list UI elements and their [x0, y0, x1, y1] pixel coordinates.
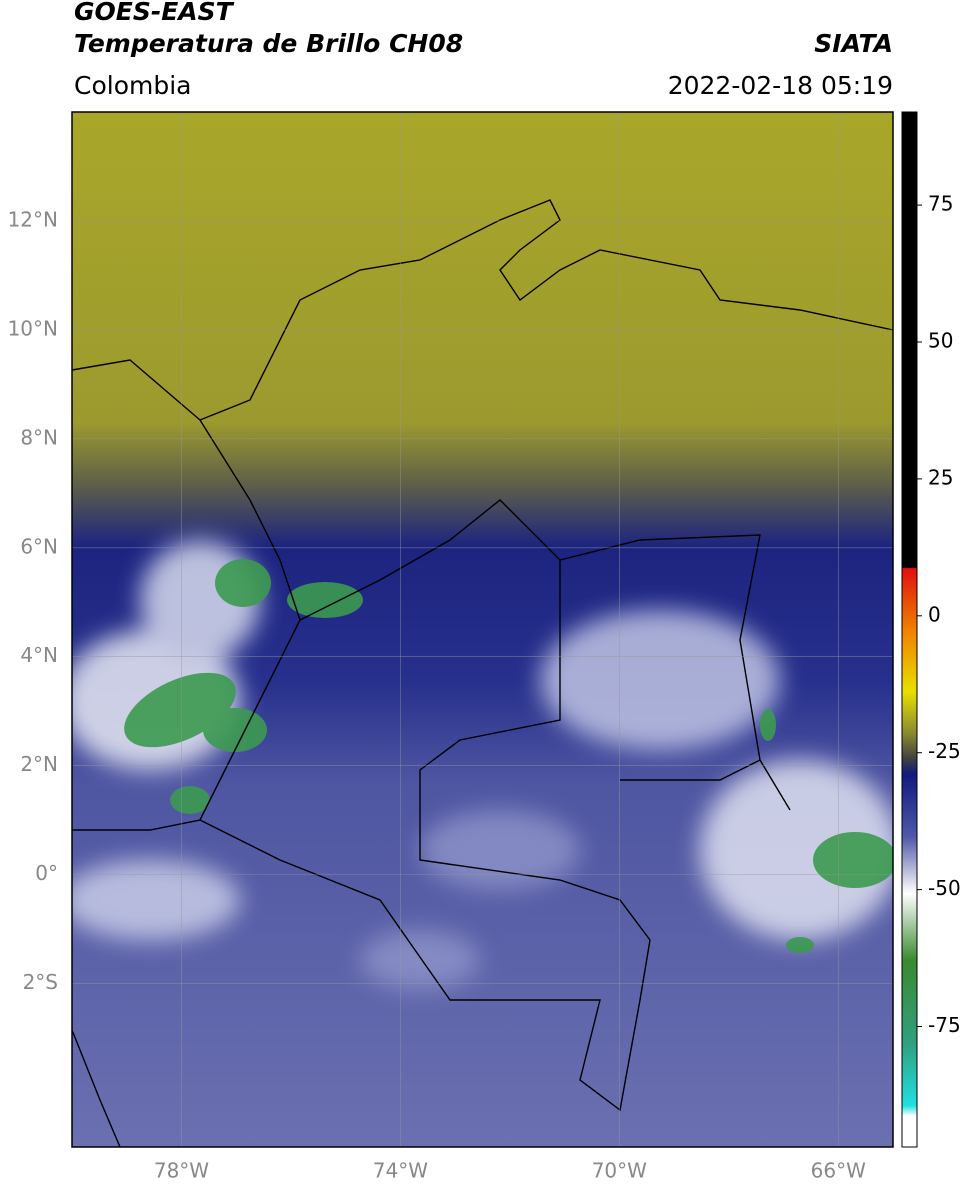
colorbar-tick-label: 25 [928, 465, 953, 489]
region: Colombia [74, 71, 191, 100]
satellite-image [72, 112, 893, 1147]
x-tick-label: 74°W [373, 1159, 428, 1183]
x-tick-label: 66°W [811, 1159, 866, 1183]
grid [72, 112, 893, 1147]
colorbar-tick-label: -25 [928, 739, 961, 763]
colorbar [901, 111, 918, 1148]
x-tick-label: 78°W [154, 1159, 209, 1183]
colorbar-tick-label: -75 [928, 1013, 961, 1037]
y-tick-label: 4°N [20, 643, 58, 667]
datetime: 2022-02-18 05:19 [668, 71, 893, 100]
colorbar-tick-label: -50 [928, 876, 961, 900]
title: GOES-EAST [74, 0, 235, 26]
colorbar-tick-label: 75 [928, 192, 953, 216]
x-tick-label: 70°W [592, 1159, 647, 1183]
map-frame [71, 111, 894, 1148]
y-tick-label: 2°S [23, 970, 58, 994]
colorbar-tick-label: 0 [928, 602, 941, 626]
colorbar-tick-label: 50 [928, 329, 953, 353]
y-tick-label: 2°N [20, 752, 58, 776]
subtitle: Temperatura de Brillo CH08 [74, 29, 463, 58]
y-tick-label: 8°N [20, 425, 58, 449]
y-tick-label: 12°N [8, 207, 58, 231]
source: SIATA [814, 29, 893, 58]
y-tick-label: 0° [35, 861, 58, 885]
y-tick-label: 6°N [20, 534, 58, 558]
y-tick-label: 10°N [8, 316, 58, 340]
